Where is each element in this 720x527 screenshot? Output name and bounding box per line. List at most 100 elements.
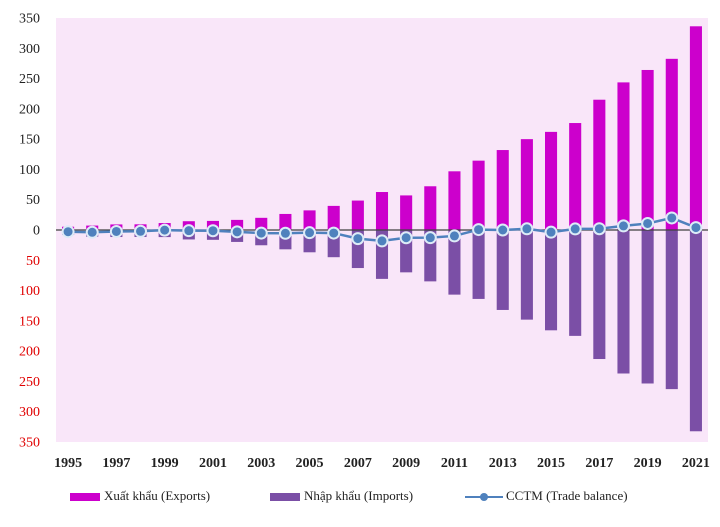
import-bar-2014 [520, 230, 533, 320]
y-tick-label: 350 [19, 12, 40, 27]
trade-balance-point-2005 [303, 226, 317, 240]
export-bar-2006 [327, 205, 340, 230]
export-bar-2015 [545, 131, 558, 230]
y-tick-label: 100 [19, 284, 40, 299]
import-bar-2015 [545, 230, 558, 331]
export-bar-2014 [520, 139, 533, 230]
trade-balance-layer [61, 211, 703, 248]
export-bar-2020 [665, 58, 678, 231]
export-bar-2013 [496, 150, 509, 230]
y-tick-label: 300 [19, 42, 40, 57]
y-tick-label: 50 [26, 193, 40, 208]
trade-balance-point-2013 [496, 223, 510, 237]
trade-balance-point-2006 [327, 226, 341, 240]
y-tick-label: 200 [19, 102, 40, 117]
y-tick-label: 100 [19, 163, 40, 178]
trade-balance-point-2010 [423, 231, 437, 245]
import-bar-2020 [665, 230, 678, 390]
legend-label-imports: Nhập khẩu (Imports) [304, 488, 414, 503]
trade-balance-point-1995 [61, 225, 75, 239]
import-bar-2011 [448, 230, 461, 295]
export-bar-2021 [689, 26, 702, 231]
x-tick-label: 2021 [682, 456, 710, 471]
trade-balance-point-2000 [182, 224, 196, 238]
import-bar-2019 [641, 230, 654, 384]
export-bar-2007 [351, 200, 364, 230]
export-bar-2004 [279, 213, 292, 230]
import-bar-2013 [496, 230, 509, 310]
export-bar-2008 [375, 192, 389, 230]
x-tick-label: 1995 [54, 456, 82, 471]
export-bar-2002 [231, 219, 244, 230]
import-bar-2021 [689, 230, 702, 432]
import-bar-2016 [569, 230, 582, 336]
x-tick-label: 2011 [441, 456, 468, 471]
y-tick-label: 50 [26, 254, 40, 269]
y-axis: 350 300 250 200 150 100 50 0 50 100 150 200 250 300 35… [19, 12, 40, 451]
trade-balance-point-2017 [592, 222, 606, 236]
x-tick-label: 2015 [537, 456, 565, 471]
trade-balance-point-2009 [399, 231, 413, 245]
import-bar-2012 [472, 230, 485, 299]
trade-balance-point-2015 [544, 225, 558, 239]
export-bar-2017 [593, 99, 606, 231]
y-tick-label: 150 [19, 314, 40, 329]
export-bar-2019 [641, 69, 654, 231]
trade-balance-point-2004 [278, 226, 292, 240]
legend-item-imports: Nhập khẩu (Imports) [270, 486, 413, 506]
trade-balance-point-1997 [109, 224, 123, 238]
x-tick-label: 2013 [489, 456, 517, 471]
trade-balance-point-1998 [134, 224, 148, 238]
legend-swatch-trade-balance [465, 492, 503, 502]
legend-swatch-imports [270, 493, 300, 502]
export-bar-2016 [569, 123, 582, 230]
y-tick-label: 0 [33, 224, 40, 239]
x-tick-label: 1999 [151, 456, 179, 471]
export-bar-2009 [400, 195, 413, 230]
trade-balance-point-2016 [568, 222, 582, 236]
trade-balance-point-2007 [351, 232, 365, 246]
trade-balance-point-2019 [641, 216, 655, 230]
trade-balance-point-2002 [230, 225, 244, 239]
export-bar-2011 [448, 171, 461, 230]
import-bar-2017 [593, 230, 606, 360]
y-tick-label: 300 [19, 405, 40, 420]
trade-balance-point-2018 [616, 219, 630, 233]
legend-swatch-exports [70, 493, 100, 502]
trade-balance-point-2012 [472, 223, 486, 237]
x-axis: 1995 1997 1999 2001 2003 2005 2007 2009 2011 2013… [54, 456, 710, 471]
y-tick-label: 250 [19, 375, 40, 390]
y-tick-label: 350 [19, 436, 40, 451]
export-bar-2010 [424, 186, 437, 230]
trade-balance-point-1999 [158, 223, 172, 237]
y-tick-label: 200 [19, 345, 40, 360]
legend-item-trade-balance: CCTM (Trade balance) [465, 486, 628, 506]
export-bar-2012 [472, 160, 485, 230]
legend-label-exports: Xuất khẩu (Exports) [104, 488, 211, 503]
x-tick-label: 1997 [102, 456, 130, 471]
trade-balance-point-2001 [206, 224, 220, 238]
legend-item-exports: Xuất khẩu (Exports) [70, 486, 210, 506]
x-tick-label: 2009 [392, 456, 420, 471]
x-tick-label: 2005 [296, 456, 324, 471]
export-bar-2003 [255, 217, 268, 230]
export-bar-2018 [617, 82, 630, 231]
legend-label-trade-balance: CCTM (Trade balance) [506, 488, 628, 503]
x-tick-label: 2017 [585, 456, 613, 471]
y-tick-label: 150 [19, 133, 40, 148]
x-tick-label: 2019 [634, 456, 662, 471]
y-tick-label: 250 [19, 72, 40, 87]
trade-balance-point-2011 [447, 229, 461, 243]
trade-balance-point-1996 [85, 225, 99, 239]
trade-balance-point-2021 [689, 221, 703, 235]
legend: Xuất khẩu (Exports) Nhập khẩu (Imports) … [60, 486, 710, 506]
x-tick-label: 2001 [199, 456, 227, 471]
trade-balance-point-2003 [254, 226, 268, 240]
import-bar-2018 [617, 230, 630, 374]
trade-balance-point-2014 [520, 222, 534, 236]
trade-balance-point-2020 [665, 211, 679, 225]
x-tick-label: 2003 [247, 456, 275, 471]
x-tick-label: 2007 [344, 456, 372, 471]
